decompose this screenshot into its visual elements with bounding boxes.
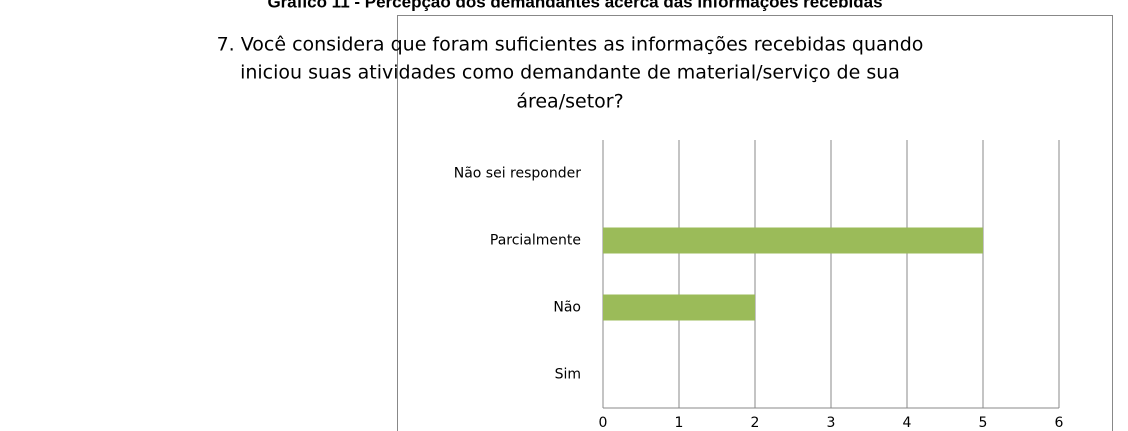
figure-caption: Gráfico 11 - Percepção dos demandantes a… bbox=[267, 0, 882, 11]
y-tick-label: Parcialmente bbox=[490, 233, 581, 249]
bar bbox=[603, 227, 983, 254]
y-tick-label: Sim bbox=[555, 367, 581, 383]
chart-title: área/setor? bbox=[516, 91, 623, 113]
x-tick-label: 0 bbox=[599, 415, 608, 431]
y-tick-label: Não sei responder bbox=[454, 166, 581, 182]
x-tick-label: 5 bbox=[979, 415, 988, 431]
x-tick-label: 4 bbox=[903, 415, 912, 431]
x-tick-label: 1 bbox=[675, 415, 684, 431]
x-tick-label: 2 bbox=[751, 415, 760, 431]
bar bbox=[603, 294, 755, 321]
y-tick-label: Não bbox=[553, 300, 581, 316]
chart-title: iniciou suas atividades como demandante … bbox=[240, 62, 900, 84]
chart-title: 7. Você considera que foram suficientes … bbox=[217, 34, 924, 56]
chart-frame bbox=[397, 15, 1113, 431]
x-tick-label: 6 bbox=[1055, 415, 1064, 431]
x-tick-label: 3 bbox=[827, 415, 836, 431]
